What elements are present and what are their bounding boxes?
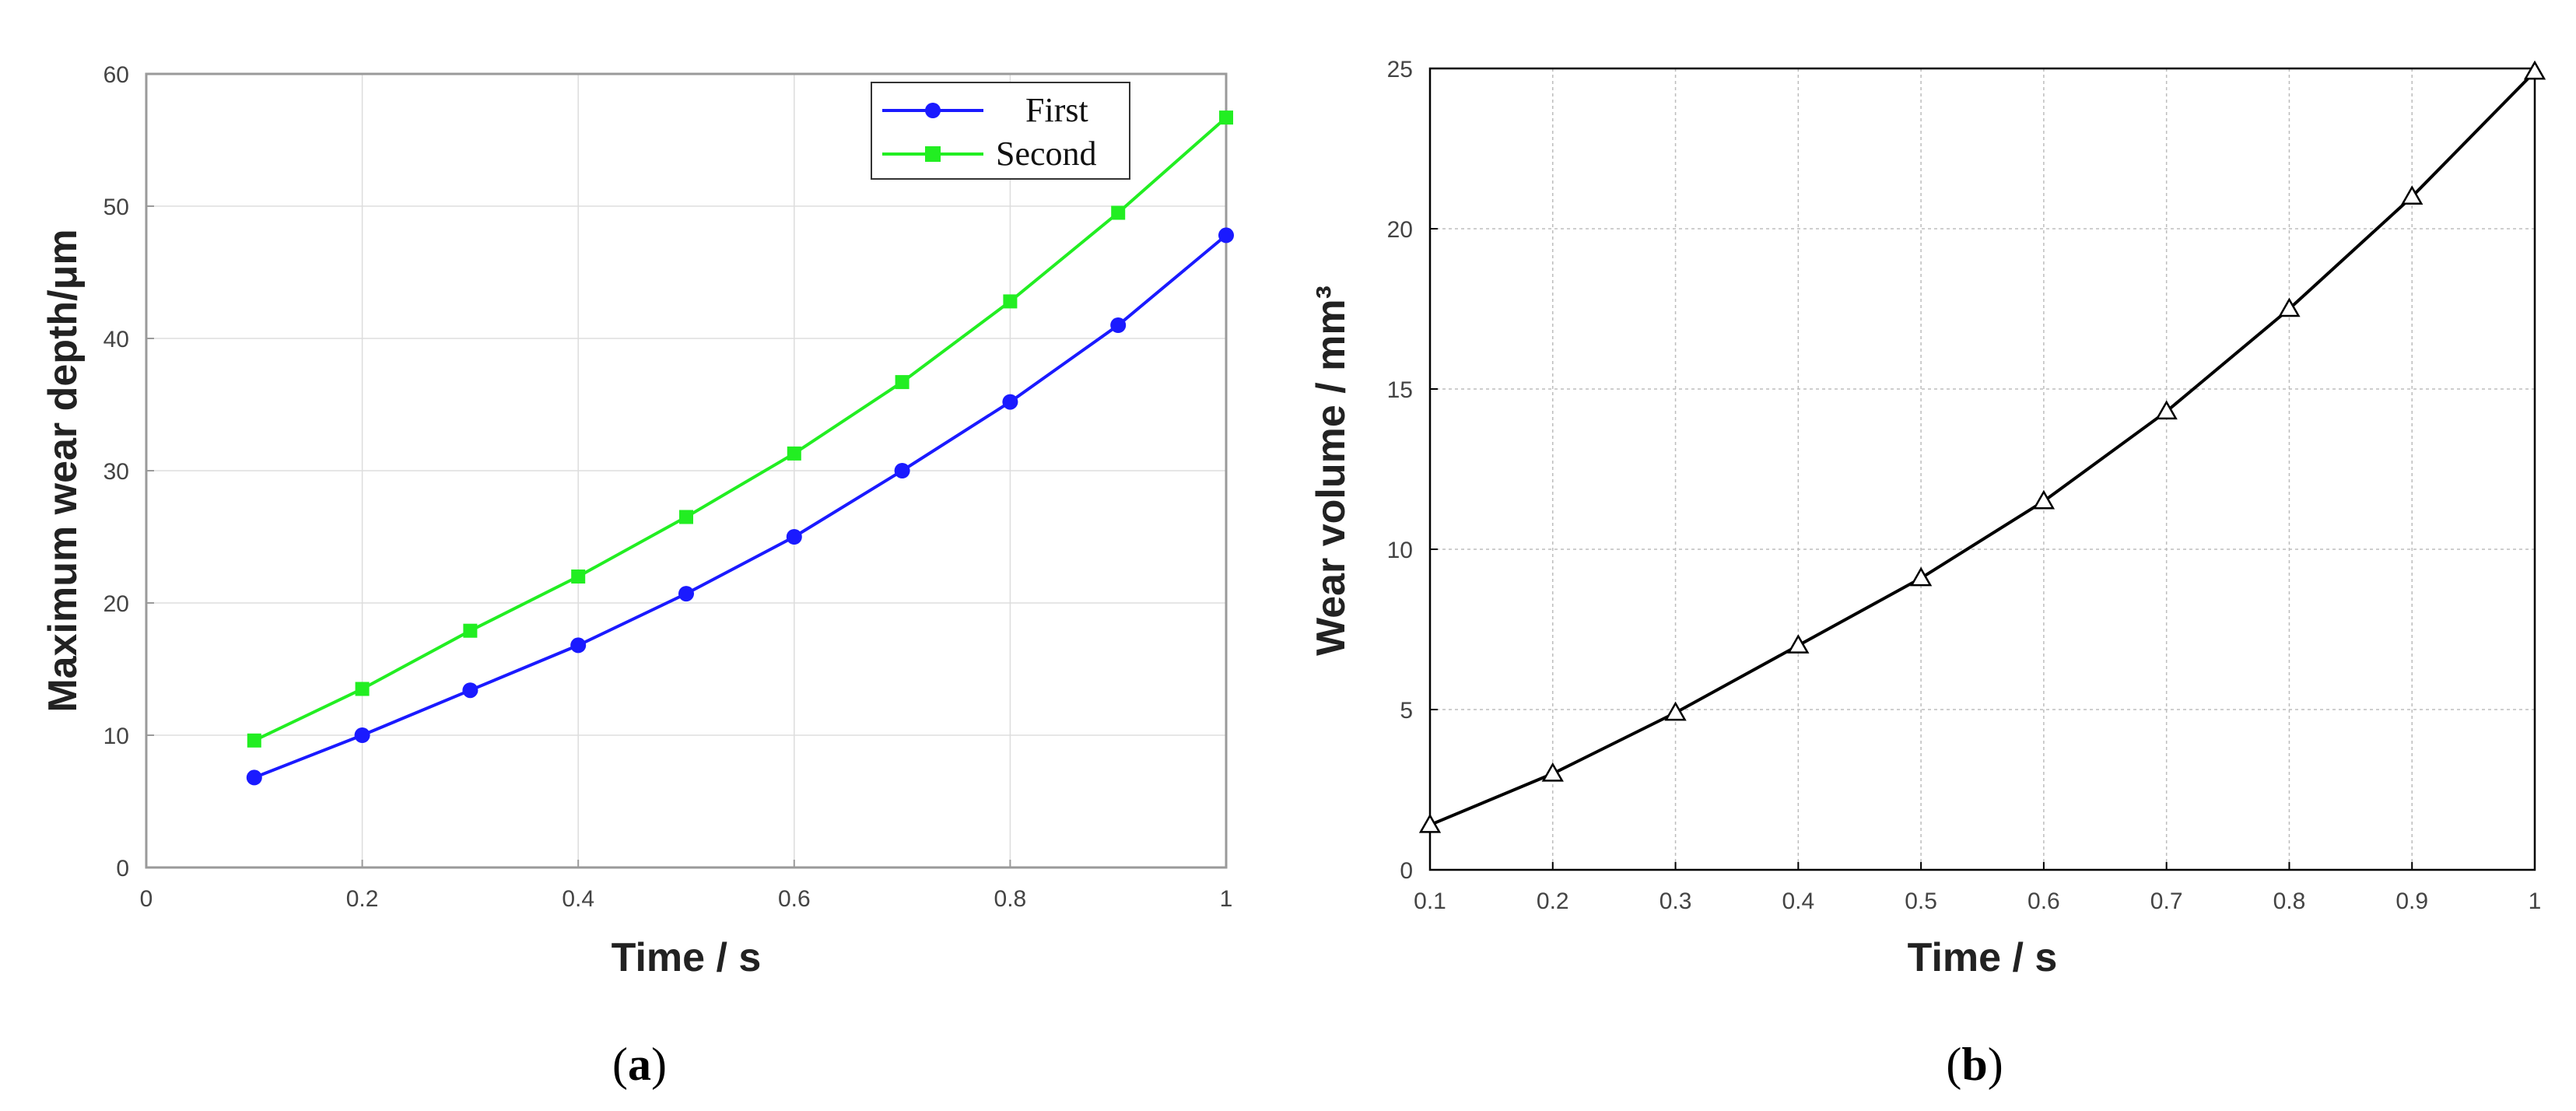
panel-a-x-ticks: 0 0.2 0.4 0.6 0.8 1 [140, 860, 1233, 912]
data-point [2278, 297, 2301, 317]
data-point [570, 637, 587, 654]
x-tick-label: 0.1 [1414, 888, 1446, 914]
x-tick-label: 0.2 [1537, 888, 1569, 914]
panel-b-x-ticks: 0.1 0.2 0.3 0.4 0.5 0.6 0.7 0.8 0.9 1 [1414, 862, 2541, 914]
data-point [462, 682, 478, 699]
x-tick-label: 0.3 [1660, 888, 1692, 914]
panel-b-caption-letter: b [1961, 1039, 1987, 1090]
data-point [895, 375, 909, 390]
data-point [894, 463, 910, 478]
data-point [679, 510, 693, 524]
panel-a-caption: (a) [612, 1039, 667, 1090]
x-tick-label: 0.2 [346, 886, 379, 912]
data-point [1218, 227, 1234, 244]
x-tick-label: 0.8 [994, 886, 1027, 912]
panel-b-chart: 0.1 0.2 0.3 0.4 0.5 0.6 0.7 0.8 0.9 1 0510152025 … [1309, 57, 2546, 1090]
panel-a-y-ticks: 0 10 20 30 40 50 60 [103, 62, 154, 881]
data-point [1909, 566, 1933, 587]
data-point [786, 529, 802, 545]
y-tick-label: 30 [103, 459, 129, 485]
panel-a-chart: 0 0.2 0.4 0.6 0.8 1 0 10 20 30 40 50 60 Time / s Ma… [40, 62, 1234, 1090]
data-point [678, 586, 694, 602]
data-point [1787, 634, 1810, 654]
data-point [1219, 110, 1233, 125]
data-point [1110, 317, 1127, 333]
panel-a-series [246, 110, 1234, 786]
y-tick-label: 50 [103, 195, 129, 220]
y-tick-label: 15 [1387, 377, 1413, 403]
data-point [463, 623, 478, 638]
y-tick-label: 40 [103, 327, 129, 352]
legend-marker-second [925, 146, 941, 162]
y-tick-label: 60 [103, 62, 129, 88]
panel-b-grid [1429, 68, 2536, 871]
x-tick-label: 0.8 [2273, 888, 2306, 914]
panel-a-grid [145, 73, 1227, 868]
data-point [355, 682, 370, 696]
series-line-0 [1429, 70, 2536, 827]
data-point [787, 446, 801, 461]
panel-a-y-axis-label: Maximum wear depth/μm [40, 229, 86, 712]
x-tick-label: 0.4 [1782, 888, 1814, 914]
data-point [2401, 185, 2424, 205]
data-point [247, 733, 261, 748]
x-tick-label: 0.5 [1905, 888, 1937, 914]
x-tick-label: 1 [1220, 886, 1233, 912]
panel-a-legend: First Second [871, 82, 1130, 180]
panel-b-series [1418, 60, 2546, 833]
data-point [1541, 762, 1564, 782]
data-point [1003, 294, 1018, 309]
x-tick-label: 0.4 [562, 886, 594, 912]
legend-label-first: First [1025, 91, 1088, 129]
panel-a-x-axis-label: Time / s [612, 935, 762, 980]
panel-b-y-ticks: 0 5 10 15 20 25 [1387, 57, 1438, 884]
y-tick-label: 10 [1387, 538, 1413, 563]
x-tick-label: 0.6 [778, 886, 811, 912]
panel-b-x-axis-label: Time / s [1908, 935, 2058, 980]
y-tick-label: 0 [1400, 858, 1413, 884]
data-point [2032, 489, 2056, 510]
legend-label-second: Second [996, 135, 1097, 173]
x-tick-label: 1 [2529, 888, 2542, 914]
x-tick-label: 0.7 [2150, 888, 2183, 914]
data-point [1418, 813, 1442, 833]
series-line-first [254, 233, 1228, 780]
panel-b-caption: (b) [1946, 1039, 2003, 1090]
data-point [571, 570, 586, 584]
data-point [1664, 701, 1687, 721]
panel-a-caption-letter: a [628, 1039, 651, 1090]
data-point [1111, 205, 1126, 220]
series-line-second [253, 116, 1228, 742]
legend-box [871, 82, 1130, 180]
legend-marker-first [925, 103, 941, 118]
y-tick-label: 25 [1387, 57, 1413, 82]
y-tick-label: 10 [103, 724, 129, 749]
y-tick-label: 20 [1387, 217, 1413, 243]
panel-b-y-axis-label: Wear volume / mm³ [1309, 286, 1354, 656]
data-point [1002, 394, 1018, 410]
data-point [354, 727, 370, 743]
data-point [2155, 400, 2178, 420]
x-tick-label: 0.9 [2396, 888, 2428, 914]
y-tick-label: 0 [116, 856, 129, 881]
panel-b-plot-frame [1428, 67, 2536, 871]
y-tick-label: 20 [103, 591, 129, 617]
data-point [2523, 60, 2546, 80]
y-tick-label: 5 [1400, 698, 1413, 724]
data-point [246, 769, 262, 786]
x-tick-label: 0 [140, 886, 153, 912]
x-tick-label: 0.6 [2028, 888, 2060, 914]
